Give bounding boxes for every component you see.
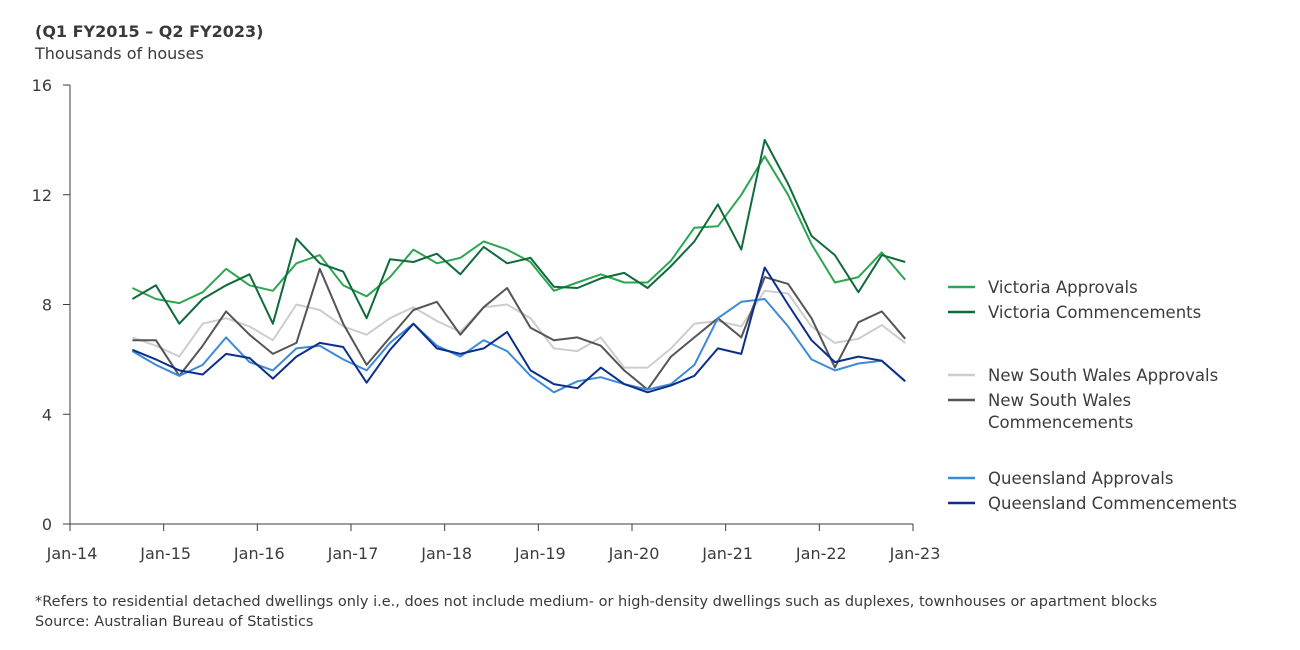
series-line-queensland-approvals (131, 298, 906, 394)
y-tick-label: 8 (42, 296, 52, 315)
footnote-text: *Refers to residential detached dwelling… (35, 594, 1158, 610)
chart-legend: Victoria Approvals Victoria Commencements… (948, 278, 1237, 513)
chart-series (131, 138, 906, 394)
x-tick-label: Jan-21 (701, 544, 753, 563)
x-tick-label: Jan-23 (889, 544, 941, 563)
legend-label: Victoria Commencements (988, 303, 1201, 322)
x-tick-label: Jan-15 (139, 544, 191, 563)
source-text: Source: Australian Bureau of Statistics (35, 614, 314, 630)
x-tick-label: Jan-17 (327, 544, 379, 563)
y-tick-label: 4 (42, 405, 52, 424)
x-tick-label: Jan-18 (420, 544, 472, 563)
x-tick-label: Jan-19 (514, 544, 566, 563)
series-line-queensland-commencements (132, 266, 906, 394)
legend-item: New South Wales Approvals (948, 366, 1218, 385)
legend-label: New South Wales Approvals (988, 366, 1218, 385)
legend-item: Victoria Approvals (948, 278, 1138, 297)
legend-item: Queensland Approvals (948, 469, 1173, 488)
series-line-victoria-approvals (131, 155, 906, 305)
legend-label: Victoria Approvals (988, 278, 1138, 297)
x-tick-label: Jan-22 (795, 544, 847, 563)
series-line-victoria-commencements (131, 138, 906, 325)
y-tick-label: 12 (32, 186, 52, 205)
legend-item: Victoria Commencements (948, 303, 1201, 322)
line-chart: 0 4 8 12 16 Jan-14 Jan-15 Jan-16 Jan-17 Jan-18 Jan… (32, 76, 1237, 563)
x-tick-label: Jan-16 (233, 544, 285, 563)
series-line-new-south-wales-commencements (132, 267, 906, 391)
chart-subtitle: (Q1 FY2015 – Q2 FY2023) (35, 22, 264, 41)
y-axis-label: Thousands of houses (35, 44, 204, 63)
y-tick-label: 0 (42, 515, 52, 534)
legend-label: Queensland Approvals (988, 469, 1173, 488)
y-tick-label: 16 (32, 76, 52, 95)
legend-label: New South Wales Commencements (988, 391, 1133, 432)
chart-axes: 0 4 8 12 16 Jan-14 Jan-15 Jan-16 Jan-17 Jan-18 Jan… (32, 76, 941, 563)
x-tick-label: Jan-20 (608, 544, 660, 563)
x-tick-label: Jan-14 (46, 544, 98, 563)
chart-footnote: *Refers to residential detached dwelling… (35, 592, 1157, 632)
legend-label: Queensland Commencements (988, 494, 1237, 513)
legend-item: New South Wales Commencements (948, 391, 1133, 432)
legend-item: Queensland Commencements (948, 494, 1237, 513)
series-line-new-south-wales-approvals (132, 289, 906, 369)
